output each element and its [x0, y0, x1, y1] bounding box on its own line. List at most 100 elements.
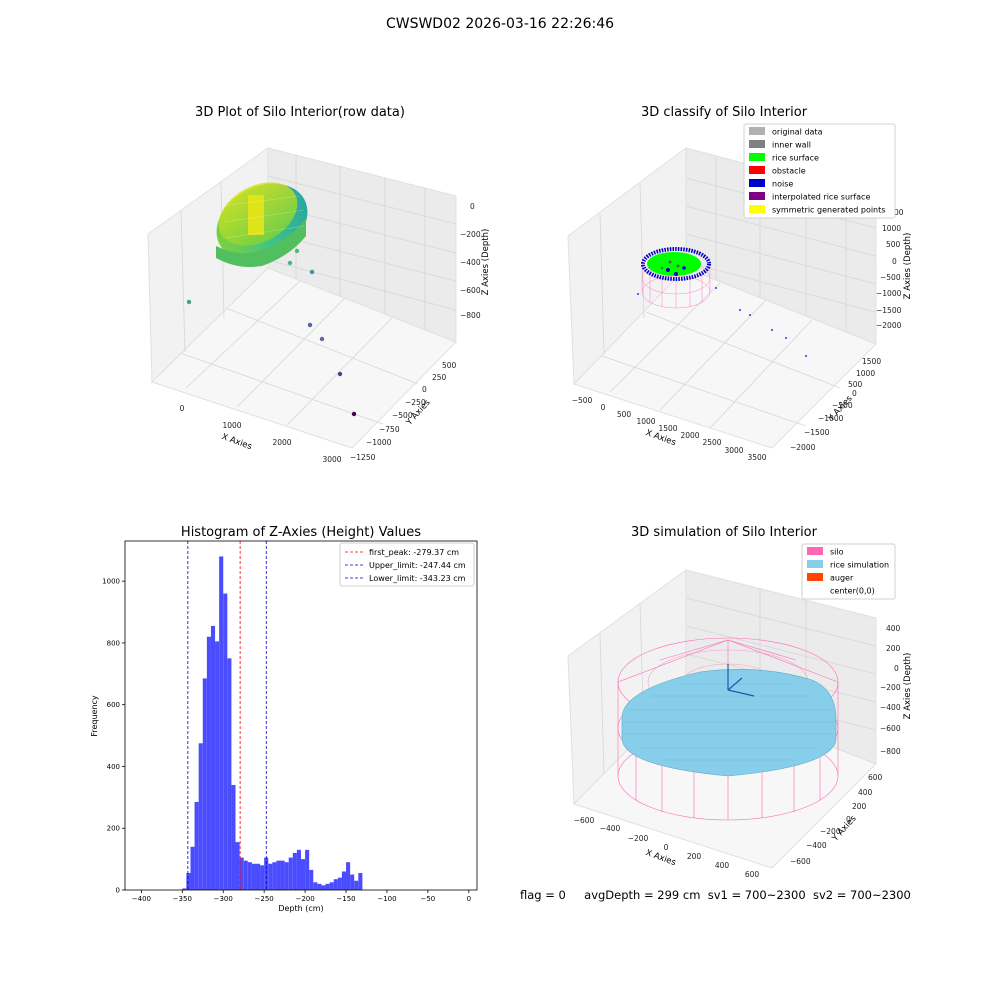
- data-point: [307, 322, 313, 328]
- y-tick-label: 0: [852, 389, 857, 398]
- x-tick-label: 600: [745, 870, 760, 879]
- x-tick-label: 3000: [724, 446, 743, 455]
- y-tick-label: −750: [379, 425, 400, 434]
- noise-points: [637, 266, 807, 357]
- histogram-bar: [182, 888, 187, 890]
- x-tick-label: 0: [664, 843, 669, 852]
- y-tick-label: 1000: [102, 578, 120, 586]
- legend-label: Lower_limit: -343.23 cm: [369, 574, 466, 583]
- z-tick-label: −200: [880, 683, 901, 692]
- z-tick-label: −800: [880, 747, 901, 756]
- flag-text: flag = 0: [520, 888, 566, 902]
- y-tick-label: 600: [868, 773, 883, 782]
- x-tick-label: −200: [295, 895, 314, 903]
- histogram-bar: [260, 865, 265, 890]
- z-tick-label: 0: [470, 202, 475, 211]
- histogram-bar: [227, 658, 232, 890]
- z-tick-label: −200: [460, 230, 481, 239]
- y-tick-label: 0: [116, 887, 120, 895]
- y-tick-label: 600: [107, 701, 120, 709]
- histogram-bar: [255, 863, 261, 890]
- floor-pane: [151, 267, 457, 449]
- histogram-bar: [288, 857, 293, 890]
- z-tick-label: −800: [460, 311, 481, 320]
- y-tick-label: −2000: [790, 443, 816, 452]
- rice-simulation-surface: [621, 669, 837, 777]
- x-axis-label: X Axies: [220, 432, 253, 452]
- y-tick-label: −1000: [366, 438, 392, 447]
- plot-frame: [124, 540, 478, 891]
- histogram-bar: [215, 641, 220, 890]
- z-tick-label: 200: [886, 644, 901, 653]
- z-tick-label: −1000: [876, 289, 902, 298]
- histogram-bar: [231, 784, 236, 890]
- y-tick-label: 500: [442, 361, 457, 370]
- data-point: [337, 371, 343, 377]
- data-point: [186, 299, 192, 305]
- histogram-bar: [309, 869, 314, 890]
- status-line: flag = 0 avgDepth = 299 cm sv1 = 700~230…: [520, 888, 911, 902]
- z-tick-label: −500: [880, 273, 901, 282]
- panel-classify-3d: 3D classify of Silo Interior: [567, 105, 913, 462]
- legend-label: symmetric generated points: [772, 206, 885, 215]
- y-ticks: −1250 −1000 −750 −500 −250 0 250 500: [350, 361, 457, 462]
- z-ticks: 00 1000 500 0 −500 −1000 −1500 −2000: [876, 208, 904, 330]
- legend-swatch: [749, 179, 765, 187]
- panel-title: 3D simulation of Silo Interior: [631, 525, 818, 540]
- z-tick-label: −2000: [876, 321, 902, 330]
- histogram-bar: [243, 860, 248, 890]
- histogram-bar: [301, 859, 306, 890]
- z-ticks: 0 −200 −400 −600 −800: [460, 202, 481, 320]
- legend-swatch: [749, 192, 765, 200]
- panel-histogram: Histogram of Z-Axies (Height) Values −40…: [90, 525, 478, 913]
- figure-title: CWSWD02 2026-03-16 22:26:46: [385, 16, 615, 32]
- z-tick-label: 1000: [882, 224, 901, 233]
- histogram-bar: [337, 877, 342, 890]
- y-tick-label: −200: [820, 827, 841, 836]
- z-tick-label: 500: [886, 240, 901, 249]
- legend-label: center(0,0): [830, 587, 875, 596]
- y-tick-label: 400: [107, 763, 120, 771]
- y-tick-label: −250: [405, 398, 426, 407]
- x-axis-label: X Axies: [644, 848, 677, 868]
- legend-label: silo: [830, 548, 844, 557]
- legend-label: noise: [772, 180, 793, 189]
- auger: [727, 664, 755, 697]
- legend-swatch: [749, 205, 765, 213]
- y-ticks: −2000 −1500 −1000 −500 0 500 1000 1500: [790, 357, 881, 452]
- x-tick-label: −500: [572, 396, 593, 405]
- histogram-bar: [194, 801, 199, 890]
- x-tick-label: −150: [336, 895, 355, 903]
- panel-title: 3D Plot of Silo Interior(row data): [195, 105, 405, 120]
- x-ticks: −500 0 500 1000 1500 2000 2500 3000 3500: [572, 396, 767, 462]
- histogram-bar: [321, 885, 326, 890]
- legend-label: obstacle: [772, 167, 806, 176]
- y-ticks: −600 −400 −200 0 200 400 600: [790, 773, 883, 866]
- legend-label: original data: [772, 128, 823, 137]
- z-tick-label: 400: [886, 624, 901, 633]
- histogram-bar: [268, 863, 273, 890]
- histogram-bar: [198, 743, 203, 890]
- y-tick-label: −1250: [350, 453, 376, 462]
- z-tick-label: −600: [460, 286, 481, 295]
- x-axis-label: Depth (cm): [278, 904, 323, 913]
- x-tick-label: 200: [687, 852, 702, 861]
- data-point: [294, 248, 300, 254]
- histogram-bar: [296, 849, 301, 890]
- y-tick-label: 1000: [856, 369, 875, 378]
- y-tick-label: −600: [790, 857, 811, 866]
- y-tick-label: 0: [422, 385, 427, 394]
- histogram-bar: [292, 852, 297, 890]
- x-tick-label: 1500: [658, 424, 677, 433]
- legend-swatch: [749, 127, 765, 135]
- x-ticks: −600 −400 −200 0 200 400 600: [574, 816, 760, 879]
- legend: original data inner wall rice surface obsta…: [743, 123, 896, 219]
- panel-simulation-3d: 3D simulation of Silo Interior: [567, 525, 913, 879]
- interpolated-points: [660, 260, 680, 270]
- z-axis-label: Z Axies (Depth): [481, 229, 491, 296]
- avg-depth-text: avgDepth = 299 cm: [584, 888, 701, 902]
- legend-swatch: [749, 140, 765, 148]
- histogram-bar: [350, 874, 355, 890]
- y-tick-label: 0: [846, 815, 851, 824]
